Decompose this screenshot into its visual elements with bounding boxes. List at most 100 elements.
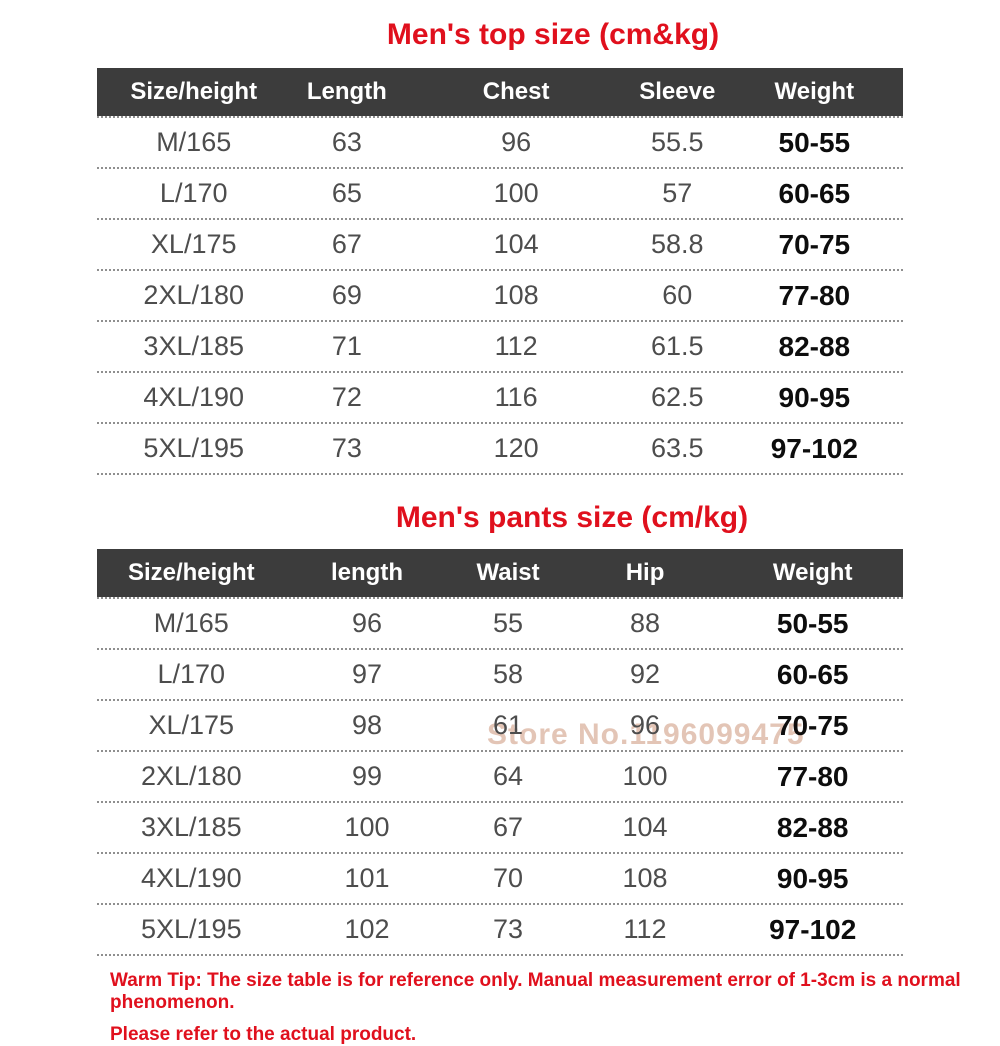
warm-tip-line1: Warm Tip: The size table is for referenc… — [110, 970, 961, 1013]
header-hip: Hip — [625, 559, 665, 586]
cell-waist: 67 — [493, 812, 524, 842]
cell-weight: 50-55 — [776, 608, 849, 639]
store-watermark: Store No.1196099475 — [487, 718, 805, 751]
cell-sleeve: 60 — [662, 280, 693, 310]
cell-chest: 112 — [494, 331, 538, 361]
cell-chest: 104 — [493, 229, 539, 259]
cell-length: 63 — [331, 127, 362, 157]
cell-size-height: 5XL/195 — [141, 914, 242, 944]
cell-length: 99 — [351, 761, 383, 791]
cell-chest: 100 — [493, 178, 539, 208]
cell-hip: 100 — [622, 761, 668, 791]
cell-chest: 120 — [493, 433, 539, 463]
cell-size-height: 4XL/190 — [143, 382, 245, 412]
cell-size-height: 2XL/180 — [143, 280, 245, 310]
warm-tip-line2: Please refer to the actual product. — [110, 1024, 417, 1045]
table-row: M/165 96 55 88 50-55 — [97, 597, 903, 650]
cell-sleeve: 61.5 — [651, 331, 704, 361]
cell-sleeve: 57 — [662, 178, 693, 208]
cell-weight: 97-102 — [770, 433, 858, 464]
table-row: 3XL/185 100 67 104 82-88 — [97, 803, 903, 854]
cell-chest: 116 — [494, 382, 538, 412]
cell-waist: 64 — [493, 761, 524, 791]
table-row: 4XL/190 72 116 62.5 90-95 — [97, 373, 903, 424]
cell-length: 101 — [344, 863, 390, 893]
cell-hip: 92 — [630, 659, 661, 689]
cell-waist: 73 — [493, 914, 524, 944]
cell-hip: 112 — [623, 914, 667, 944]
header-chest: Chest — [482, 78, 550, 105]
cell-weight: 97-102 — [769, 914, 857, 945]
table-row: 3XL/185 71 112 61.5 82-88 — [97, 322, 903, 373]
size-chart: Men's top size (cm&kg) Size/height Lengt… — [0, 18, 1000, 1046]
cell-waist: 55 — [493, 608, 524, 638]
cell-chest: 96 — [501, 127, 532, 157]
cell-hip: 88 — [630, 608, 661, 638]
header-weight: Weight — [774, 78, 855, 105]
cell-weight: 82-88 — [776, 812, 849, 843]
table-row: L/170 65 100 57 60-65 — [97, 169, 903, 220]
cell-length: 97 — [351, 659, 383, 689]
cell-length: 100 — [344, 812, 390, 842]
cell-size-height: M/165 — [153, 608, 229, 638]
cell-weight: 60-65 — [776, 659, 849, 690]
cell-weight: 50-55 — [778, 127, 851, 158]
top-table-header-row: Size/height Length Chest Sleeve Weight — [97, 68, 903, 116]
cell-size-height: M/165 — [156, 127, 232, 157]
cell-size-height: 2XL/180 — [141, 761, 242, 791]
cell-sleeve: 58.8 — [651, 229, 704, 259]
cell-size-height: XL/175 — [150, 229, 237, 259]
cell-length: 73 — [331, 433, 362, 463]
cell-size-height: XL/175 — [148, 710, 235, 740]
table-row: M/165 63 96 55.5 50-55 — [97, 116, 903, 169]
header-sleeve: Sleeve — [639, 78, 716, 105]
cell-weight: 90-95 — [778, 382, 851, 413]
header-weight: Weight — [772, 559, 853, 586]
cell-length: 71 — [331, 331, 362, 361]
cell-size-height: 5XL/195 — [143, 433, 245, 463]
cell-size-height: L/170 — [159, 178, 228, 208]
cell-weight: 77-80 — [776, 761, 849, 792]
cell-length: 98 — [351, 710, 383, 740]
cell-weight: 60-65 — [778, 178, 851, 209]
cell-hip: 96 — [630, 710, 661, 740]
table-row: XL/175 67 104 58.8 70-75 — [97, 220, 903, 271]
cell-sleeve: 55.5 — [651, 127, 704, 157]
cell-length: 72 — [331, 382, 362, 412]
pants-size-title: Men's pants size (cm/kg) — [395, 501, 749, 534]
table-row: 5XL/195 73 120 63.5 97-102 — [97, 424, 903, 475]
header-waist: Waist — [476, 559, 540, 586]
cell-size-height: L/170 — [157, 659, 226, 689]
cell-waist: 70 — [493, 863, 524, 893]
cell-weight: 90-95 — [776, 863, 849, 894]
header-size-height: Size/height — [130, 78, 258, 105]
warm-tip: Warm Tip: The size table is for referenc… — [110, 970, 1000, 1046]
cell-waist: 58 — [493, 659, 524, 689]
cell-length: 69 — [331, 280, 362, 310]
cell-size-height: 3XL/185 — [141, 812, 242, 842]
header-length: length — [330, 559, 403, 586]
cell-size-height: 3XL/185 — [143, 331, 245, 361]
table-row: 2XL/180 99 64 100 77-80 — [97, 752, 903, 803]
table-row: 4XL/190 101 70 108 90-95 — [97, 854, 903, 905]
header-size-height: Size/height — [127, 559, 255, 586]
table-row: L/170 97 58 92 60-65 — [97, 650, 903, 701]
pants-table-header-row: Size/height length Waist Hip Weight — [97, 549, 903, 597]
top-size-title: Men's top size (cm&kg) — [386, 18, 720, 51]
table-row: 5XL/195 102 73 112 97-102 — [97, 905, 903, 956]
table-row: XL/175 98 61 96 70-75 — [97, 701, 903, 752]
cell-sleeve: 63.5 — [651, 433, 704, 463]
cell-waist: 61 — [493, 710, 524, 740]
cell-hip: 104 — [622, 812, 668, 842]
cell-length: 67 — [331, 229, 362, 259]
cell-length: 96 — [351, 608, 383, 638]
cell-length: 65 — [331, 178, 362, 208]
cell-length: 102 — [344, 914, 390, 944]
cell-weight: 82-88 — [778, 331, 851, 362]
cell-sleeve: 62.5 — [651, 382, 704, 412]
cell-hip: 108 — [622, 863, 668, 893]
cell-weight: 70-75 — [778, 229, 851, 260]
cell-size-height: 4XL/190 — [141, 863, 242, 893]
cell-chest: 108 — [493, 280, 539, 310]
table-row: 2XL/180 69 108 60 77-80 — [97, 271, 903, 322]
